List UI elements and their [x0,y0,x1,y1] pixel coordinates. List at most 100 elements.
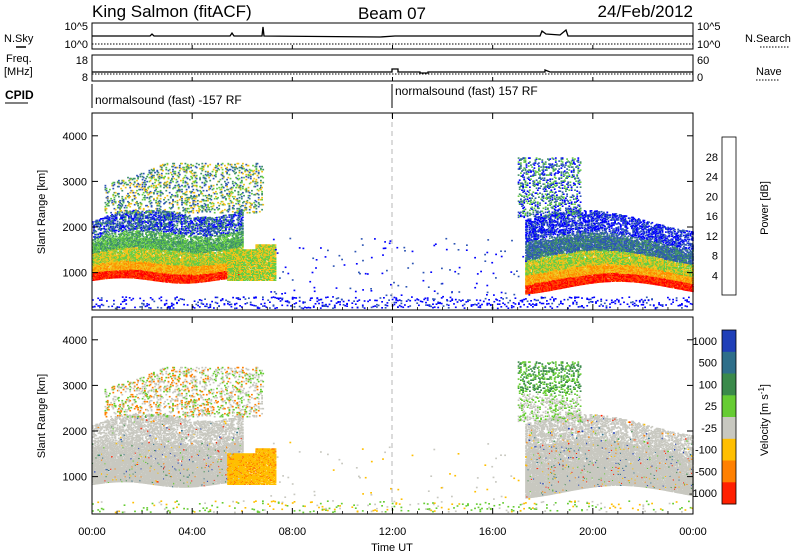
nsearch-label: N.Search [745,33,791,45]
power-cell [195,221,197,223]
power-cell [153,216,155,218]
power-cell [193,233,195,235]
nave-top: 60 [697,55,709,67]
power-cell [115,232,117,234]
power-cell [181,226,183,228]
freq-top: 18 [76,55,88,67]
power-cell [181,218,183,220]
cpid-mode-1: normalsound (fast) -157 RF [95,93,242,107]
power-cell [155,233,157,235]
power-cell [117,227,119,229]
power-cell [206,222,208,224]
nave-label: Nave [756,66,782,78]
power-cell [163,231,165,233]
power-cell [119,222,121,224]
radar-title: King Salmon (fitACF) [92,2,252,21]
nsky-label: N.Sky [4,33,34,45]
power-cell [128,234,130,236]
power-cell [116,217,118,219]
power-cell [116,230,118,232]
freq-label-line2: [MHz] [4,66,33,78]
power-cell [122,225,124,227]
power-cell [200,233,202,235]
power-cell [195,227,197,229]
power-cell [164,239,166,241]
power-cell [179,228,181,230]
nsky-line [92,27,693,37]
power-cell [111,233,113,235]
power-cell [187,239,189,241]
power-cell [201,237,203,239]
power-cell [175,227,177,229]
power-cell [181,221,183,223]
power-cell [128,220,130,222]
power-cell [108,231,110,233]
power-cell [182,228,184,230]
power-cell [143,218,145,220]
power-cell [187,221,189,223]
power-cell [205,216,207,218]
power-cell [133,223,135,225]
power-cell [173,221,175,223]
noise-right-bottom: 10^0 [697,39,721,51]
power-cell [188,232,190,234]
power-cell [156,237,158,239]
nave-bottom: 0 [697,72,703,84]
power-cell [172,213,174,215]
power-cell [157,226,159,228]
power-cell [112,235,114,237]
power-cell [155,212,157,214]
freq-label-line1: Freq. [6,53,32,65]
power-cell [143,214,145,216]
power-cell [189,215,191,217]
power-cell [108,225,110,227]
power-cell [97,220,99,222]
noise-right-top: 10^5 [697,21,721,33]
power-cell [130,215,132,217]
power-cell [175,232,177,234]
power-cell [196,235,198,237]
power-cell [117,223,119,225]
power-cell [102,220,104,222]
power-cell [106,229,108,231]
freq-line [92,69,693,73]
power-cell [174,230,176,232]
power-cell [116,236,118,238]
power-cell [177,223,179,225]
cpid-mode-2: normalsound (fast) 157 RF [395,84,538,98]
power-cell [179,235,181,237]
power-cell [177,225,179,227]
noise-left-bottom: 10^0 [64,39,88,51]
noise-left-top: 10^5 [64,21,88,33]
power-cell [192,240,194,242]
power-cell [151,214,153,216]
power-cell [137,216,139,218]
cpid-label: CPID [5,88,34,102]
power-cell [103,226,105,228]
power-cell [121,212,123,214]
power-cell [142,233,144,235]
power-cell [190,218,192,220]
power-cell [142,211,144,213]
power-cell [109,233,111,235]
power-cell [161,230,163,232]
power-cell [109,217,111,219]
power-cell [184,238,186,240]
power-cell [161,222,163,224]
power-cell [174,225,176,227]
beam-title: Beam 07 [358,4,426,23]
power-cell [112,226,114,228]
power-cell [169,232,171,234]
freq-bottom: 8 [82,72,88,84]
power-cell [190,237,192,239]
power-cell [119,214,121,216]
power-cell [183,235,185,237]
power-cell [155,216,157,218]
power-cell [126,230,128,232]
power-cell [153,231,155,233]
power-cell [151,221,153,223]
power-cell [197,230,199,232]
power-cell [198,217,200,219]
power-cell [197,227,199,229]
date-title: 24/Feb/2012 [598,2,693,21]
